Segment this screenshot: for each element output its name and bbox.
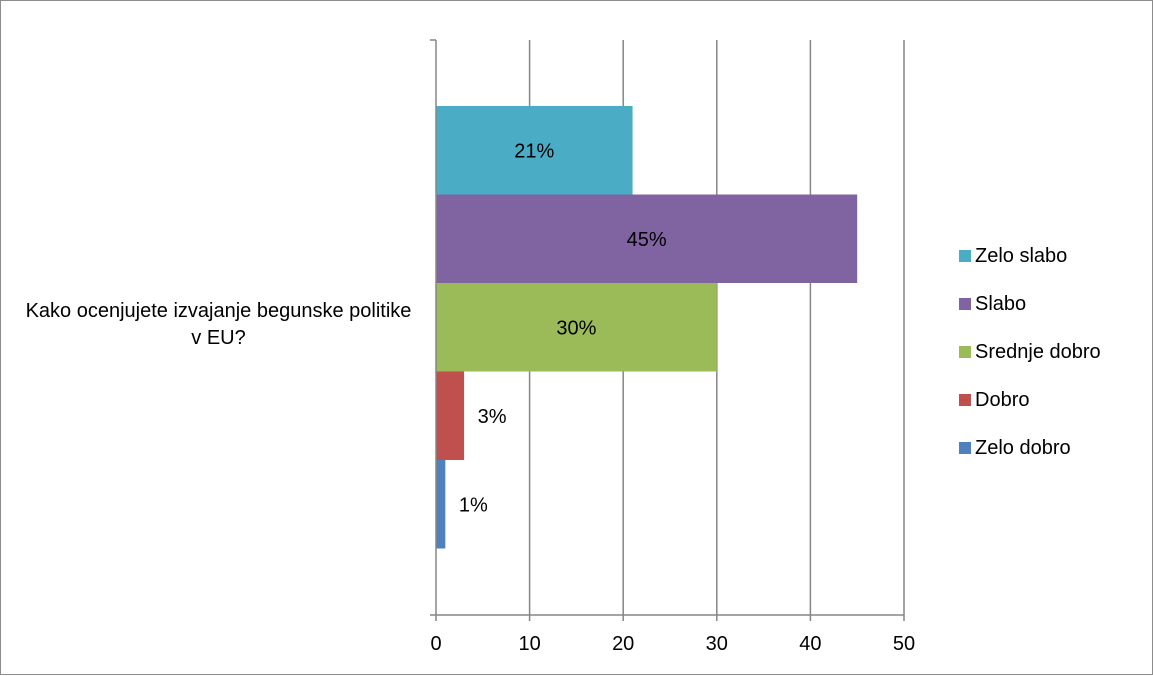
legend-label-srednje-dobro: Srednje dobro	[975, 340, 1101, 363]
legend-item-srednje-dobro: Srednje dobro	[959, 328, 1101, 376]
data-label-slabo: 45%	[627, 229, 667, 251]
legend-label-slabo: Slabo	[975, 292, 1027, 315]
legend-item-dobro: Dobro	[959, 376, 1101, 424]
legend-swatch-zelo-dobro	[959, 442, 971, 454]
x-tick-label-10: 10	[518, 633, 540, 655]
legend-label-zelo-dobro: Zelo dobro	[975, 436, 1071, 459]
x-tick-label-20: 20	[612, 633, 634, 655]
bar-dobro	[436, 371, 465, 460]
legend-swatch-zelo-slabo	[959, 250, 971, 262]
data-label-srednje-dobro: 30%	[556, 317, 596, 339]
x-tick-label-50: 50	[893, 633, 915, 655]
data-label-zelo-dobro: 1%	[459, 494, 488, 516]
legend-label-zelo-slabo: Zelo slabo	[975, 244, 1068, 267]
bar-zelo-dobro	[436, 460, 446, 549]
legend-item-slabo: Slabo	[959, 280, 1101, 328]
x-tick-label-0: 0	[430, 633, 441, 655]
x-tick-label-30: 30	[706, 633, 728, 655]
legend: Zelo slabo Slabo Srednje dobro Dobro Zelo do…	[959, 232, 1101, 472]
legend-swatch-srednje-dobro	[959, 346, 971, 358]
legend-item-zelo-slabo: Zelo slabo	[959, 232, 1101, 280]
data-label-dobro: 3%	[478, 406, 507, 428]
legend-swatch-dobro	[959, 394, 971, 406]
bar-slabo	[436, 194, 858, 283]
x-tick-label-40: 40	[799, 633, 821, 655]
legend-item-zelo-dobro: Zelo dobro	[959, 424, 1101, 472]
data-label-zelo-slabo: 21%	[514, 140, 554, 162]
legend-swatch-slabo	[959, 298, 971, 310]
category-label: Kako ocenjujete izvajanje begunske polit…	[25, 300, 412, 349]
bar-srednje-dobro	[436, 283, 717, 372]
legend-label-dobro: Dobro	[975, 388, 1030, 411]
bar-zelo-slabo	[436, 106, 633, 195]
